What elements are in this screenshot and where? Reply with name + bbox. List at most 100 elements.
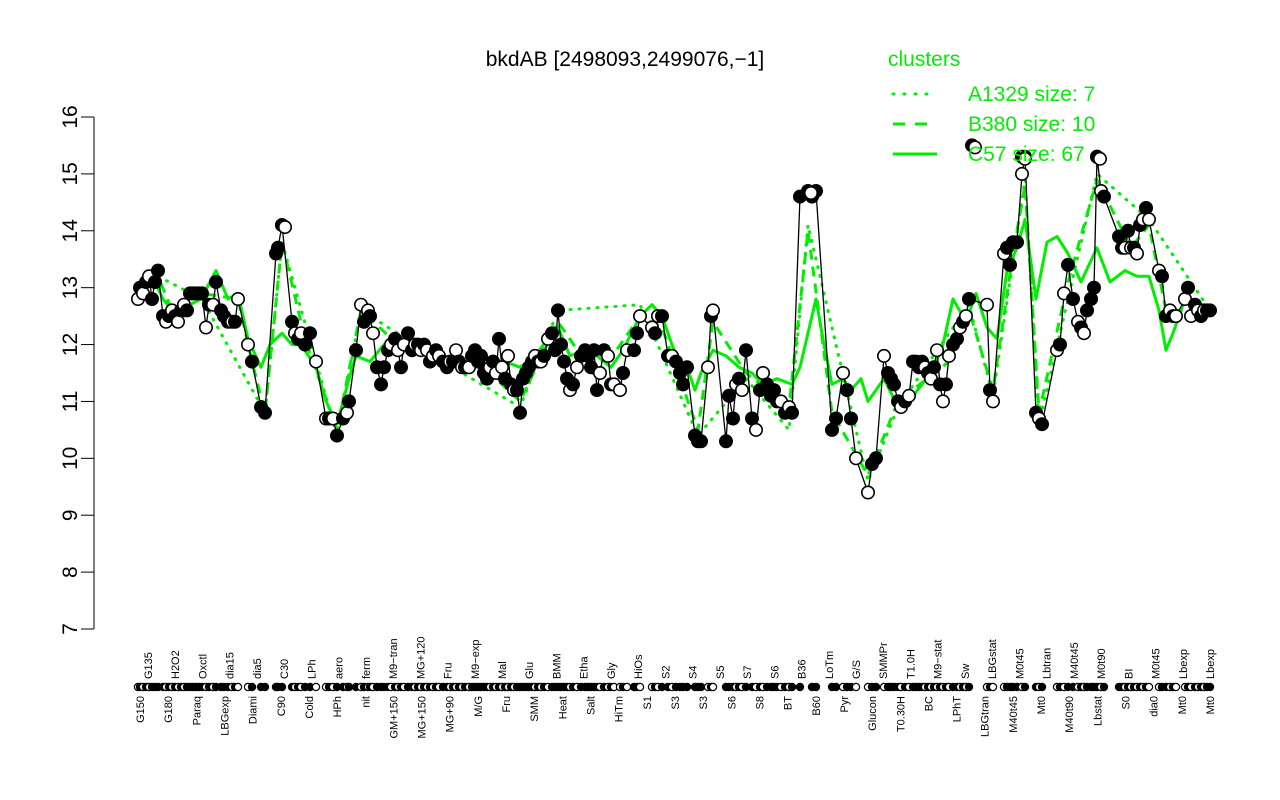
data-point	[569, 360, 584, 375]
legend-title: clusters	[888, 48, 960, 71]
plot-area	[131, 138, 1218, 500]
x-tick-label: LPh	[306, 659, 318, 679]
x-tick-label: LPhT	[952, 696, 964, 723]
x-marker	[1020, 682, 1030, 692]
data-point	[1014, 166, 1029, 181]
data-point-peak	[967, 140, 982, 155]
x-tick-label: SMM	[529, 696, 541, 722]
x-tick-label: Oxctl	[198, 654, 210, 679]
data-point-peak	[803, 186, 818, 201]
x-tick-label: Paraq	[191, 696, 203, 725]
data-point	[448, 343, 463, 358]
data-point	[565, 377, 580, 392]
x-tick-label: HiOs	[633, 654, 645, 679]
legend-entry-c57: C57 size: 67	[893, 143, 1085, 166]
data-point	[926, 360, 941, 375]
data-point	[738, 343, 753, 358]
data-point	[500, 348, 515, 363]
x-marker	[795, 682, 805, 692]
data-point	[1002, 257, 1017, 272]
data-point	[1053, 337, 1068, 352]
x-marker	[277, 682, 287, 692]
data-point	[843, 411, 858, 426]
data-point	[755, 365, 770, 380]
x-tick-label: Lbexp	[1205, 649, 1217, 679]
x-tick-label: Lbexp	[1178, 649, 1190, 679]
data-point	[228, 314, 243, 329]
x-marker	[988, 682, 998, 692]
y-tick-label: 12	[59, 333, 82, 356]
expression-line	[137, 156, 1210, 493]
x-marker	[1037, 682, 1047, 692]
x-tick-label: S5	[715, 666, 727, 679]
data-point	[494, 360, 509, 375]
x-tick-label: S3	[698, 696, 710, 709]
x-tick-label: M9−stat	[933, 640, 945, 679]
x-tick-label: S3	[670, 696, 682, 709]
x-tick-label: BT	[783, 696, 795, 710]
data-point	[544, 326, 559, 341]
data-point	[1080, 303, 1095, 318]
x-tick-label: LBGtran	[980, 696, 992, 737]
data-point	[982, 383, 997, 398]
x-tick-label: Sw	[960, 664, 972, 679]
x-tick-label: Lbstat	[1092, 696, 1104, 726]
data-point	[241, 337, 256, 352]
x-tick-label: H2O2	[170, 650, 182, 679]
data-point	[1139, 201, 1154, 216]
data-point	[839, 383, 854, 398]
data-point	[339, 405, 354, 420]
x-tick-label: M0t45	[1151, 648, 1163, 679]
data-point	[1121, 223, 1136, 238]
data-point	[400, 326, 415, 341]
x-marker	[1171, 682, 1181, 692]
x-tick-label: SMMPr	[878, 642, 890, 679]
x-tick-label: dia15	[225, 652, 237, 679]
data-point	[297, 337, 312, 352]
x-marker	[635, 682, 645, 692]
x-tick-label: Diami	[248, 696, 260, 724]
data-point	[835, 365, 850, 380]
data-point	[654, 309, 669, 324]
x-marker	[708, 682, 718, 692]
data-point	[626, 343, 641, 358]
legend: clusters A1329 size: 7 B380 size: 10 C57…	[888, 48, 1095, 166]
data-point	[553, 337, 568, 352]
x-tick-label: LoTm	[824, 651, 836, 679]
data-point	[705, 303, 720, 318]
data-point	[632, 309, 647, 324]
data-point	[1009, 235, 1024, 250]
data-point	[1181, 280, 1196, 295]
y-tick-label: 14	[59, 219, 82, 243]
data-point	[348, 343, 363, 358]
data-point	[693, 434, 708, 449]
data-point	[748, 422, 763, 437]
x-tick-label: MG+120	[415, 637, 427, 680]
x-tick-label: S0	[1121, 696, 1133, 709]
x-tick-label: dia0	[1149, 696, 1161, 717]
data-point	[151, 263, 166, 278]
x-tick-label: MG+150	[417, 696, 429, 739]
data-point	[860, 485, 875, 500]
data-point	[961, 291, 976, 306]
data-point	[675, 377, 690, 392]
x-tick-label: BI	[1123, 669, 1135, 679]
data-point	[848, 451, 863, 466]
x-tick-label: S8	[755, 696, 767, 709]
data-point	[1130, 246, 1145, 261]
x-tick-label: BC	[923, 696, 935, 711]
data-point	[195, 286, 210, 301]
x-tick-label: BMM	[552, 653, 564, 679]
legend-entry-b380: B380 size: 10	[893, 113, 1095, 136]
data-point	[725, 411, 740, 426]
x-tick-label: LBGstat	[987, 639, 999, 679]
data-point	[868, 451, 883, 466]
y-tick-label: 10	[59, 447, 82, 470]
data-point	[341, 394, 356, 409]
legend-label-b380: B380 size: 10	[968, 113, 1095, 136]
data-point-peak	[277, 220, 292, 235]
x-marker	[622, 682, 632, 692]
data-point	[1087, 280, 1102, 295]
x-tick-label: Glucon	[867, 696, 879, 731]
